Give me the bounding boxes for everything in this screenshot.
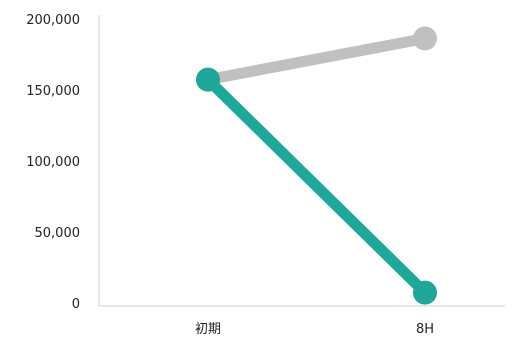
series-layer (196, 26, 437, 305)
x-category-label: 8H (416, 322, 434, 337)
series-1-point (413, 26, 437, 51)
y-tick-label: 50,000 (35, 226, 81, 241)
x-category-label: 初期 (195, 322, 221, 337)
series-1-line (202, 32, 431, 86)
y-tick-label: 0 (72, 297, 80, 312)
series-2-point (196, 67, 220, 92)
series-1 (196, 26, 437, 92)
x-axis-categories: 初期 8H (195, 322, 434, 337)
y-tick-label: 200,000 (26, 13, 80, 28)
y-tick-label: 150,000 (26, 84, 80, 99)
series-2-line (202, 74, 431, 299)
series-2-point (413, 280, 437, 305)
y-tick-label: 100,000 (26, 155, 80, 170)
series-2 (196, 67, 437, 305)
y-axis-ticks: 0 50,000 100,000 150,000 200,000 (26, 13, 80, 312)
